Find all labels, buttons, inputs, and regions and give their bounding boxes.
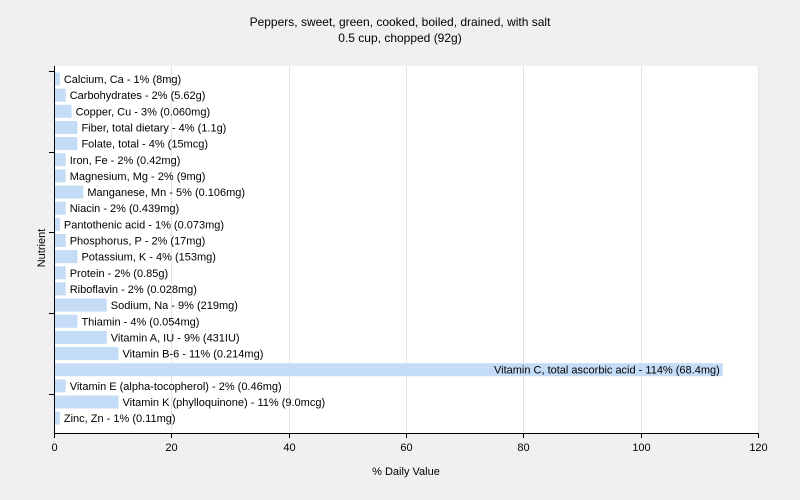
x-axis-label: % Daily Value (372, 466, 440, 478)
bar (54, 363, 723, 377)
bar-data-label: Iron, Fe - 2% (0.42mg) (70, 155, 181, 167)
x-tick-labels: 0 20 40 60 80 100 120 (51, 433, 768, 454)
bar-data-label: Vitamin C, total ascorbic acid - 114% (6… (494, 365, 720, 377)
bar (54, 395, 119, 409)
x-tick-label: 0 (51, 442, 57, 454)
bar (54, 250, 78, 264)
bar-data-label: Manganese, Mn - 5% (0.106mg) (87, 187, 245, 199)
bar-data-label: Potassium, K - 4% (153mg) (81, 252, 216, 264)
bar (54, 88, 66, 102)
bar-data-label: Zinc, Zn - 1% (0.11mg) (64, 413, 176, 425)
bar (54, 347, 119, 361)
x-tick-label: 40 (283, 442, 295, 454)
bar-data-label: Folate, total - 4% (15mcg) (81, 139, 208, 151)
bar (54, 298, 107, 312)
bar-data-label: Riboflavin - 2% (0.028mg) (70, 284, 197, 296)
bar (54, 153, 66, 167)
x-tick-label: 60 (400, 442, 412, 454)
bar-labels: Calcium, Ca - 1% (8mg) Carbohydrates - 2%… (64, 74, 720, 425)
bars (54, 72, 723, 425)
bar (54, 104, 72, 118)
x-tick-label: 20 (165, 442, 177, 454)
bar-data-label: Sodium, Na - 9% (219mg) (111, 300, 238, 312)
bar-data-label: Vitamin B-6 - 11% (0.214mg) (123, 349, 264, 361)
bar (54, 314, 78, 328)
x-tick-label: 80 (517, 442, 529, 454)
bar (54, 282, 66, 296)
bar (54, 330, 107, 344)
bar (54, 120, 78, 134)
bar (54, 234, 66, 247)
chart-title-block: Peppers, sweet, green, cooked, boiled, d… (0, 14, 800, 46)
bar-data-label: Fiber, total dietary - 4% (1.1g) (81, 122, 226, 134)
bar (54, 266, 66, 280)
bar-data-label: Calcium, Ca - 1% (8mg) (64, 74, 181, 86)
bar (54, 411, 60, 425)
bar (54, 72, 60, 86)
bar-data-label: Copper, Cu - 3% (0.060mg) (76, 106, 211, 118)
bar (54, 217, 60, 231)
bar-data-label: Carbohydrates - 2% (5.62g) (70, 90, 206, 102)
bar-data-label: Pantothenic acid - 1% (0.073mg) (64, 219, 224, 231)
bar (54, 185, 84, 199)
bar-data-label: Thiamin - 4% (0.054mg) (81, 316, 199, 328)
chart-subtitle: 0.5 cup, chopped (92g) (338, 31, 462, 45)
bar-data-label: Niacin - 2% (0.439mg) (70, 203, 179, 215)
bar-data-label: Vitamin E (alpha-tocopherol) - 2% (0.46m… (70, 381, 282, 393)
bar (54, 201, 66, 215)
x-tick-label: 120 (749, 442, 767, 454)
y-axis-label: Nutrient (36, 228, 48, 268)
bar-data-label: Magnesium, Mg - 2% (9mg) (70, 171, 206, 183)
bar-data-label: Phosphorus, P - 2% (17mg) (70, 236, 206, 248)
bar (54, 379, 66, 393)
bar-data-label: Vitamin K (phylloquinone) - 11% (9.0mcg) (123, 397, 326, 409)
bar (54, 169, 66, 183)
bar-data-label: Protein - 2% (0.85g) (70, 268, 168, 280)
chart-title: Peppers, sweet, green, cooked, boiled, d… (249, 15, 551, 29)
x-tick-label: 100 (632, 442, 650, 454)
bar (54, 137, 78, 151)
bar-data-label: Vitamin A, IU - 9% (431IU) (111, 332, 240, 344)
